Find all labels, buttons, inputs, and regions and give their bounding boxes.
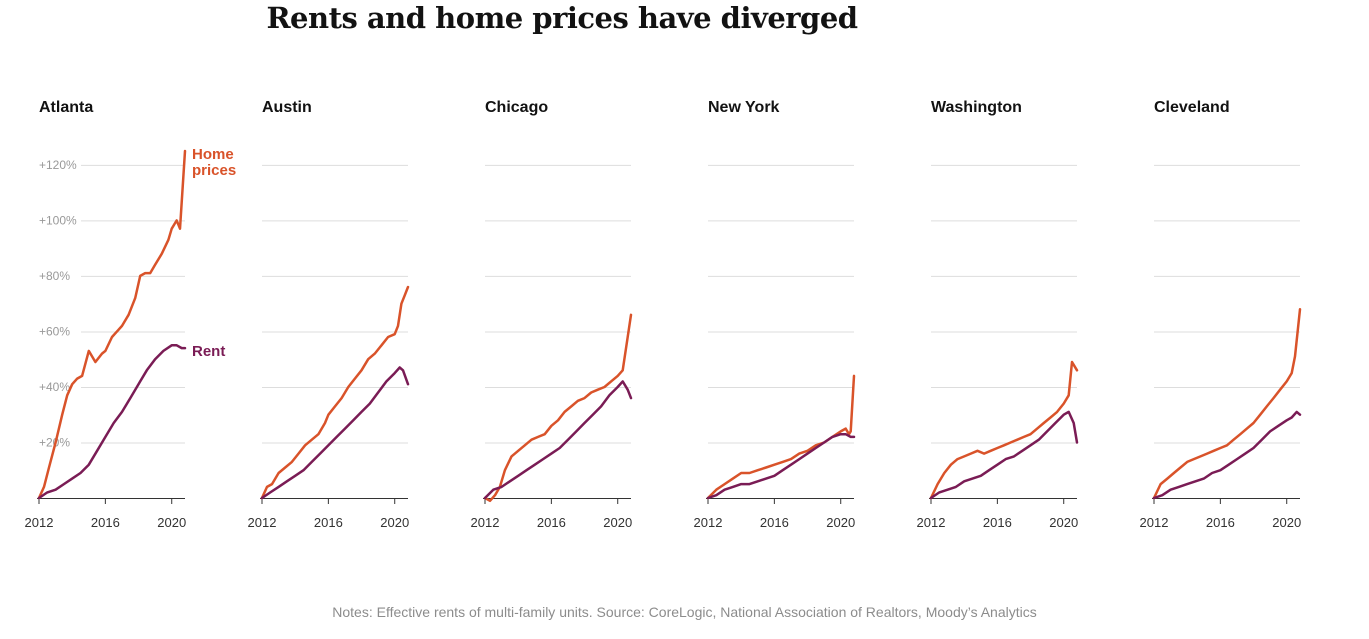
small-multiples-chart: Atlanta+20%+40%+60%+80%+100%+120%2012 201…: [25, 99, 1302, 530]
y-tick-label: +40%: [39, 380, 70, 394]
home-prices-line-chicago: [483, 313, 633, 503]
x-tick-label: 2012: [25, 515, 54, 530]
home-prices-label: Home prices: [192, 146, 236, 179]
panel-title-washington: Washington: [931, 99, 1022, 116]
x-tick-label: 2016: [760, 515, 789, 530]
x-tick-label: 2012: [471, 515, 500, 530]
x-tick-label: 2016: [91, 515, 120, 530]
x-tick-label: 2012: [248, 515, 277, 530]
x-tick-label: 2016: [537, 515, 566, 530]
rent-line-austin: [260, 366, 410, 500]
x-tick-label: 2016: [983, 515, 1012, 530]
rent-label: Rent: [192, 343, 225, 360]
home-prices-line-new-york: [706, 374, 856, 500]
home-prices-line-washington: [929, 360, 1079, 500]
rent-line-chicago: [483, 380, 633, 500]
x-tick-label: 2012: [917, 515, 946, 530]
x-tick-label: 2012: [694, 515, 723, 530]
home-prices-line-cleveland: [1152, 307, 1302, 500]
y-tick-label: +100%: [39, 213, 77, 227]
x-tick-label: 2020: [1272, 515, 1301, 530]
panel-title-austin: Austin: [262, 99, 312, 116]
rent-line-new-york: [706, 432, 856, 500]
x-tick-label: 2016: [314, 515, 343, 530]
x-tick-label: 2020: [157, 515, 186, 530]
rent-line-cleveland: [1152, 410, 1302, 500]
chart-title: Rents and home prices have diverged: [266, 1, 858, 35]
rent-line-atlanta: [37, 344, 187, 500]
rent-line-washington: [929, 410, 1079, 500]
y-tick-label: +120%: [39, 158, 77, 172]
panel-title-new-york: New York: [708, 99, 780, 116]
x-tick-label: 2020: [826, 515, 855, 530]
panel-title-atlanta: Atlanta: [39, 99, 93, 116]
home-prices-line-atlanta: [37, 149, 187, 500]
x-tick-label: 2016: [1206, 515, 1235, 530]
x-tick-label: 2012: [1140, 515, 1169, 530]
panel-title-cleveland: Cleveland: [1154, 99, 1230, 116]
y-tick-label: +80%: [39, 269, 70, 283]
y-tick-label: +60%: [39, 324, 70, 338]
x-tick-label: 2020: [1049, 515, 1078, 530]
panel-title-chicago: Chicago: [485, 99, 548, 116]
home-prices-line-austin: [260, 285, 410, 500]
x-tick-label: 2020: [380, 515, 409, 530]
x-tick-label: 2020: [603, 515, 632, 530]
source-note: Notes: Effective rents of multi-family u…: [332, 604, 1037, 620]
